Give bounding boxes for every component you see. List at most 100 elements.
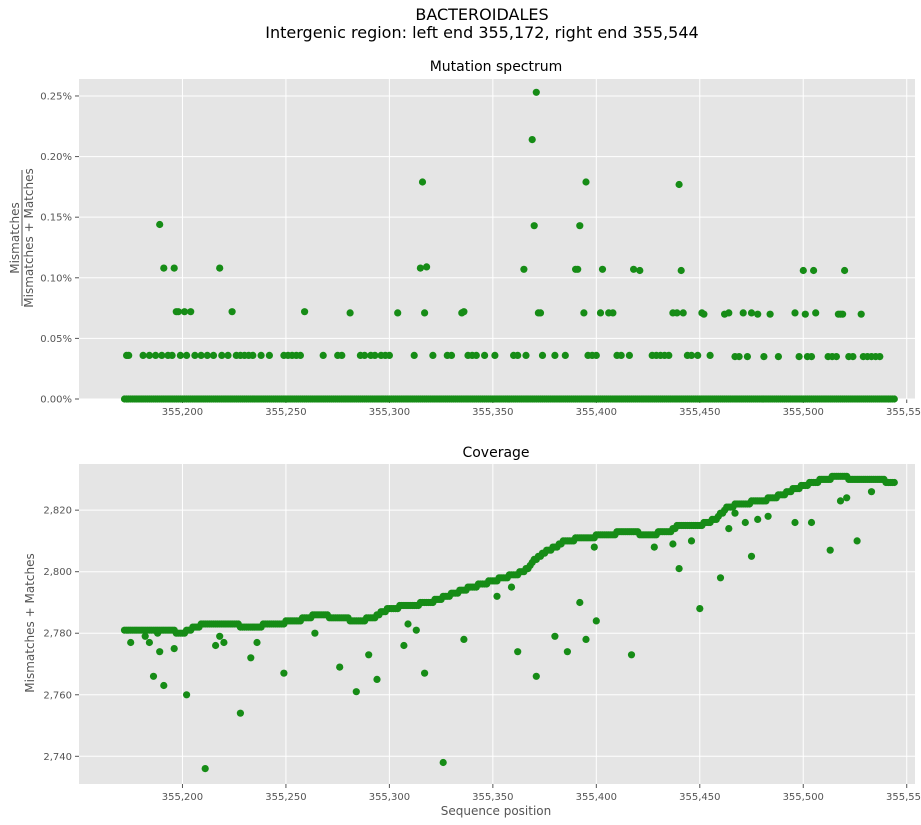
data-point — [890, 395, 898, 403]
y-tick-label: 2,780 — [43, 629, 72, 640]
x-tick-label: 355,400 — [576, 407, 617, 418]
ylabel-numerator: Mismatches — [8, 202, 22, 274]
data-point — [530, 222, 538, 230]
data-point — [650, 543, 658, 551]
data-point — [735, 353, 743, 361]
data-point — [191, 351, 199, 359]
data-point — [201, 765, 209, 773]
data-point — [212, 641, 220, 650]
data-point — [125, 351, 133, 359]
data-point — [224, 351, 232, 359]
plot-background — [79, 79, 915, 399]
ylabel-denominator: Mismatches + Matches — [22, 168, 36, 307]
data-point — [791, 309, 799, 317]
x-tick-label: 355,200 — [162, 792, 203, 803]
data-point — [561, 351, 569, 359]
data-point — [247, 654, 255, 662]
data-point — [127, 638, 135, 647]
data-point — [849, 353, 857, 361]
data-point — [249, 351, 257, 359]
data-point — [203, 351, 211, 359]
data-point — [421, 309, 429, 317]
data-point — [795, 353, 803, 361]
data-point — [394, 309, 402, 317]
data-point — [156, 648, 164, 656]
x-tick-label: 355,300 — [369, 792, 410, 803]
data-point — [764, 512, 772, 520]
data-point — [404, 620, 412, 628]
data-point — [598, 265, 607, 273]
data-point — [739, 309, 747, 317]
data-point — [416, 264, 424, 272]
data-point — [174, 308, 182, 316]
x-tick-label: 355,350 — [472, 407, 513, 418]
x-tick-label: 355,450 — [679, 407, 720, 418]
data-point — [747, 309, 756, 317]
mutation-spectrum-title: Mutation spectrum — [430, 59, 563, 75]
data-point — [361, 351, 369, 359]
data-point — [418, 178, 427, 186]
data-point — [576, 598, 584, 607]
coverage-points — [120, 472, 898, 773]
x-tick-label: 355,550 — [886, 407, 921, 418]
data-point — [257, 351, 265, 359]
data-point — [236, 709, 244, 717]
y-tick-label: 0.25% — [40, 91, 72, 102]
data-point — [675, 180, 683, 189]
data-point — [725, 525, 733, 533]
data-point — [826, 546, 834, 554]
data-point — [630, 265, 638, 273]
data-point — [296, 351, 304, 359]
mutation-points — [120, 88, 898, 403]
data-point — [675, 565, 683, 573]
data-point — [183, 691, 191, 699]
data-point — [373, 675, 381, 684]
data-point — [596, 309, 605, 317]
data-point — [731, 509, 739, 517]
data-point — [801, 310, 809, 318]
data-point — [180, 308, 189, 316]
data-point — [810, 266, 818, 275]
data-point — [528, 136, 536, 144]
data-point — [385, 351, 393, 359]
data-point — [265, 351, 273, 359]
data-point — [716, 574, 725, 582]
data-point — [493, 592, 501, 600]
data-point — [876, 353, 884, 361]
data-point — [799, 266, 807, 275]
x-tick-label: 355,500 — [783, 407, 824, 418]
data-point — [706, 351, 714, 359]
data-point — [551, 632, 559, 640]
data-point — [669, 540, 677, 548]
data-point — [743, 353, 752, 361]
coverage-plot: 355,200 355,250 355,300 355,350 355,400 355,4… — [43, 464, 921, 803]
data-point — [867, 488, 876, 496]
data-point — [853, 537, 861, 545]
data-point — [160, 264, 168, 272]
data-point — [592, 351, 600, 359]
x-tick-label: 355,500 — [783, 792, 824, 803]
coverage-xlabel: Sequence position — [441, 804, 552, 818]
data-point — [338, 351, 346, 359]
data-point — [694, 351, 702, 359]
data-point — [520, 265, 528, 273]
x-tick-label: 355,350 — [472, 792, 513, 803]
data-point — [139, 351, 147, 359]
x-tick-label: 355,550 — [886, 792, 921, 803]
data-point — [807, 353, 816, 361]
data-point — [582, 635, 590, 644]
data-point — [700, 310, 708, 318]
data-point — [696, 605, 704, 613]
data-point — [472, 351, 480, 359]
data-point — [582, 178, 590, 186]
data-point — [228, 308, 236, 316]
data-point — [412, 626, 420, 634]
data-point — [677, 266, 685, 275]
data-point — [687, 537, 696, 545]
data-point — [145, 638, 153, 647]
data-point — [590, 543, 598, 551]
y-tick-label: 2,820 — [43, 506, 72, 517]
data-point — [625, 351, 634, 359]
x-tick-label: 355,250 — [265, 792, 306, 803]
